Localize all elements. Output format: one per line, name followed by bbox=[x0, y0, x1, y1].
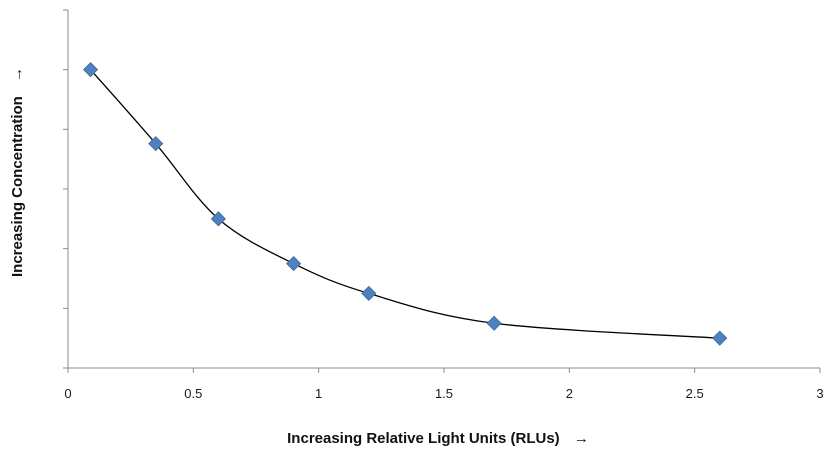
data-point bbox=[148, 136, 164, 152]
trend-line bbox=[90, 69, 720, 339]
x-axis-title: Increasing Relative Light Units (RLUs) → bbox=[287, 430, 589, 447]
tick-marks bbox=[63, 9, 821, 373]
x-tick-label: 2 bbox=[566, 386, 573, 401]
data-point bbox=[486, 315, 502, 331]
data-point bbox=[286, 256, 302, 272]
x-tick-label: 2.5 bbox=[686, 386, 704, 401]
data-markers bbox=[82, 62, 728, 346]
y-axis-title: Increasing Concentration → bbox=[9, 67, 26, 277]
x-tick-label: 1.5 bbox=[435, 386, 453, 401]
data-point bbox=[82, 62, 99, 78]
x-tick-label: 1 bbox=[315, 386, 322, 401]
y-axis-arrow-icon: → bbox=[9, 67, 26, 82]
x-axis-title-text: Increasing Relative Light Units (RLUs) bbox=[287, 430, 560, 447]
x-tick-label: 0.5 bbox=[184, 386, 202, 401]
x-tick-labels: 0 0.5 1 1.5 2 2.5 3 bbox=[64, 386, 823, 401]
y-axis-title-text: Increasing Concentration bbox=[9, 96, 26, 277]
x-tick-label: 0 bbox=[64, 386, 71, 401]
data-point bbox=[210, 211, 226, 227]
x-axis-arrow-icon: → bbox=[574, 430, 589, 447]
data-point bbox=[361, 285, 377, 301]
data-point bbox=[712, 330, 728, 346]
x-tick-label: 3 bbox=[816, 386, 823, 401]
